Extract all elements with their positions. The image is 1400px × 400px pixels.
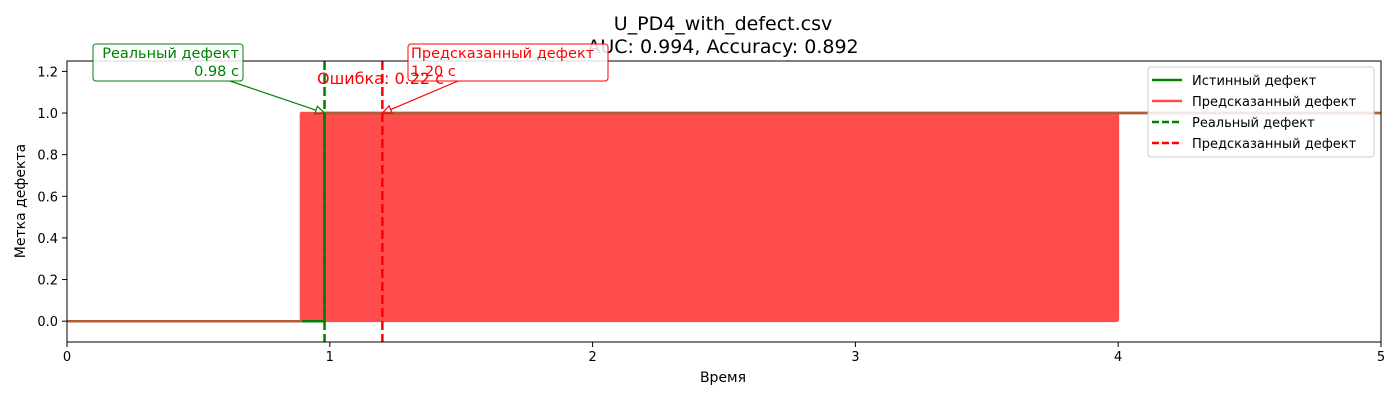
legend-predicted-defect-vline-label: Предсказанный дефект: [1192, 137, 1357, 152]
x-tick-label: 5: [1377, 350, 1385, 365]
x-tick-label: 2: [588, 350, 596, 365]
predicted-defect-annotation-value: 1.20 с: [411, 64, 456, 80]
plot-area: [67, 61, 1381, 342]
real-defect-annotation-box: [92, 43, 244, 82]
predicted-defect-fill: [299, 112, 1120, 323]
chart-subtitle: AUC: 0.994, Accuracy: 0.892: [587, 36, 858, 58]
chart-title: U_PD4_with_defect.csv: [614, 13, 833, 35]
legend: Истинный дефект Предсказанный дефект Реаль…: [1147, 66, 1375, 158]
plot-frame: [66, 60, 1382, 343]
legend-real-defect-vline-label: Реальный дефект: [1192, 116, 1315, 131]
real-defect-annotation-arrow: [229, 80, 317, 111]
predicted-defect-annotation-box: [407, 43, 609, 82]
annotations: Реальный дефект 0.98 с Предсказанный дефек…: [92, 43, 609, 115]
y-tick-label: 1.0: [37, 107, 58, 122]
y-tick-label: 1.2: [37, 65, 58, 80]
legend-predicted-defect-label: Предсказанный дефект: [1192, 95, 1357, 110]
error-text: Ошибка: 0.22 с: [317, 69, 444, 88]
legend-box: [1147, 66, 1375, 158]
real-defect-annotation-value: 0.98 с: [194, 64, 239, 80]
x-tick-label: 3: [851, 350, 859, 365]
y-axis-label: Метка дефекта: [13, 144, 29, 258]
predicted-defect-annotation-arrow: [390, 80, 459, 111]
real-defect-annotation-label: Реальный дефект: [102, 46, 239, 62]
y-tick-label: 0.2: [37, 274, 58, 289]
legend-true-defect-label: Истинный дефект: [1192, 74, 1317, 89]
predicted-defect-line: [67, 111, 1381, 323]
axes: 0 1 2 3 4 5 0.0 0.2 0.4 0.6 0.8 1.0 1.2: [37, 60, 1385, 365]
predicted-defect-annotation-label: Предсказанный дефект: [411, 46, 595, 62]
predicted-defect-annotation-arrowhead: [380, 104, 394, 114]
y-tick-label: 0.4: [37, 232, 58, 247]
x-tick-label: 1: [326, 350, 334, 365]
x-axis-label: Время: [700, 370, 746, 386]
y-tick-label: 0.8: [37, 149, 58, 164]
x-tick-label: 0: [63, 350, 71, 365]
x-tick-label: 4: [1114, 350, 1122, 365]
y-tick-label: 0.6: [37, 190, 58, 205]
real-defect-annotation-arrowhead: [313, 105, 326, 115]
y-tick-label: 0.0: [37, 315, 58, 330]
